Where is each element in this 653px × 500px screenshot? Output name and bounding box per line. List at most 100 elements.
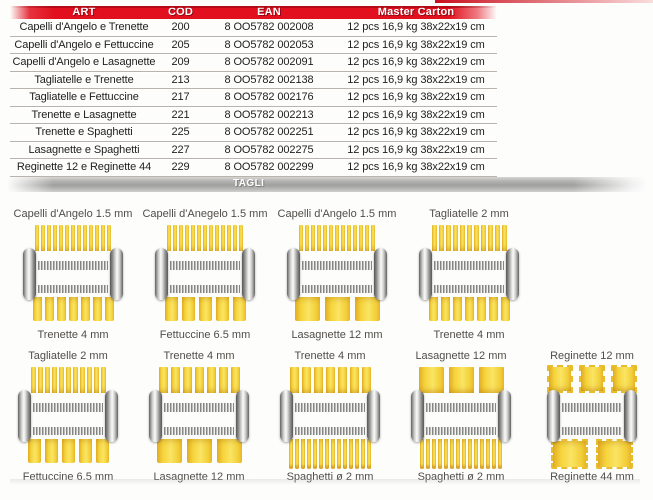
pasta-strips-bottom [8,297,138,323]
cutter-teeth [295,427,365,435]
cutter-teeth [426,427,496,435]
pasta-strip [476,297,486,321]
cell-ean: 8 OO5782 002008 [224,21,314,34]
machine-side-cap [624,390,637,442]
pasta-strip [478,367,504,393]
pasta-strip [72,367,78,393]
pasta-strip [349,367,359,393]
pasta-strips-bottom [398,439,524,469]
pasta-strip [44,297,54,321]
cell-ean: 8 OO5782 002138 [224,73,314,86]
cutter-teeth [38,285,108,293]
pasta-strip [337,439,341,469]
cutter-teeth [33,403,103,412]
cell-carton: 12 pcs 16,9 kg 38x22x19 cm [347,73,485,86]
pasta-strips-bottom [267,439,393,469]
pasta-strip [289,367,299,393]
cell-ean: 8 OO5782 002091 [224,56,314,69]
pasta-strip [51,367,57,393]
cell-ean: 8 OO5782 002176 [224,91,314,104]
pasta-strip [203,225,207,251]
pasta-strip [56,297,66,321]
pasta-strip [329,225,333,251]
pasta-strip [335,225,339,251]
pasta-strip [170,367,180,393]
cell-carton: 12 pcs 16,9 kg 38x22x19 cm [347,143,485,156]
machine-side-cap [18,390,31,442]
cell-art: Tagliatelle e Fettuccine [29,91,139,104]
pasta-strip [59,225,63,251]
machine-bottom-cut-label: Spaghetti ø 2 mm [417,471,505,483]
pasta-strip [349,439,353,469]
machine-top-cut-label: Lasagnette 12 mm [415,350,507,362]
pasta-strip [65,225,69,251]
pasta-strip [61,439,75,463]
pasta-strip [92,297,102,321]
pasta-strip [307,439,311,469]
machine-side-cap [280,390,293,442]
cell-cod: 229 [171,161,190,174]
pasta-machine-graphic [398,367,524,469]
pasta-strip [450,439,454,469]
pasta-strips-bottom [529,439,653,469]
pasta-strip [341,225,345,251]
machine-top-cut-label: Capelli d'Angelo 1.5 mm [277,208,397,220]
cell-cod: 217 [171,91,190,104]
machine-card: Capelli d'Angelo 1.5 mm Trenette 4 mm [8,208,138,342]
pasta-strip [551,439,588,469]
pasta-strip [79,367,85,393]
pasta-strip [474,439,478,469]
pasta-strip [468,439,472,469]
pasta-machine-graphic [272,225,402,323]
machine-card: Tagliatelle 2 mm Trenette 4 mm [404,208,534,342]
pasta-strip [41,225,45,251]
pasta-strip [367,439,371,469]
pasta-strip [452,297,462,321]
pasta-strip [221,225,225,251]
pasta-strip [191,225,195,251]
pasta-strip [480,225,486,251]
pasta-strip [239,225,243,251]
pasta-strip [445,225,451,251]
pasta-strip [216,439,242,463]
cutter-teeth [164,403,234,412]
pasta-strips-top [8,225,138,251]
pasta-strip [462,439,466,469]
pasta-strip [197,225,201,251]
machine-body [23,248,123,300]
pasta-strip [365,225,369,251]
cutter-teeth [164,427,234,435]
pasta-strip [158,367,168,393]
pasta-strip [233,225,237,251]
cell-ean: 8 OO5782 002275 [224,143,314,156]
pasta-strip [44,367,50,393]
cell-art: Tagliatelle e Trenette [34,73,134,86]
pasta-strip [181,297,195,321]
pasta-strips-bottom [404,297,534,323]
cell-ean: 8 OO5782 002299 [224,161,314,174]
pasta-strip [313,439,317,469]
cutter-teeth [295,403,365,412]
pasta-strip [494,225,500,251]
pasta-strips-top [267,367,393,393]
machine-side-cap [498,390,511,442]
pasta-strip [596,439,633,469]
machine-top-cut-label: Capelli d'Anegelo 1.5 mm [142,208,268,220]
pasta-strips-top [398,367,524,393]
pasta-strip [198,297,212,321]
machine-side-cap [105,390,118,442]
cutter-teeth [170,261,240,270]
tagli-section-bar: TAGLI [8,177,645,192]
machine-body [411,390,511,442]
machine-body [155,248,255,300]
product-table: ART COD EAN Master Carton Capelli d'Ange… [10,6,497,177]
pasta-strips-bottom [140,297,270,323]
pasta-strip [355,439,359,469]
pasta-strip [432,439,436,469]
pasta-strip [337,367,347,393]
pasta-strip [444,439,448,469]
pasta-strip [426,439,430,469]
pasta-strip [294,297,320,321]
cutter-teeth [33,427,103,435]
pasta-strip [305,225,309,251]
